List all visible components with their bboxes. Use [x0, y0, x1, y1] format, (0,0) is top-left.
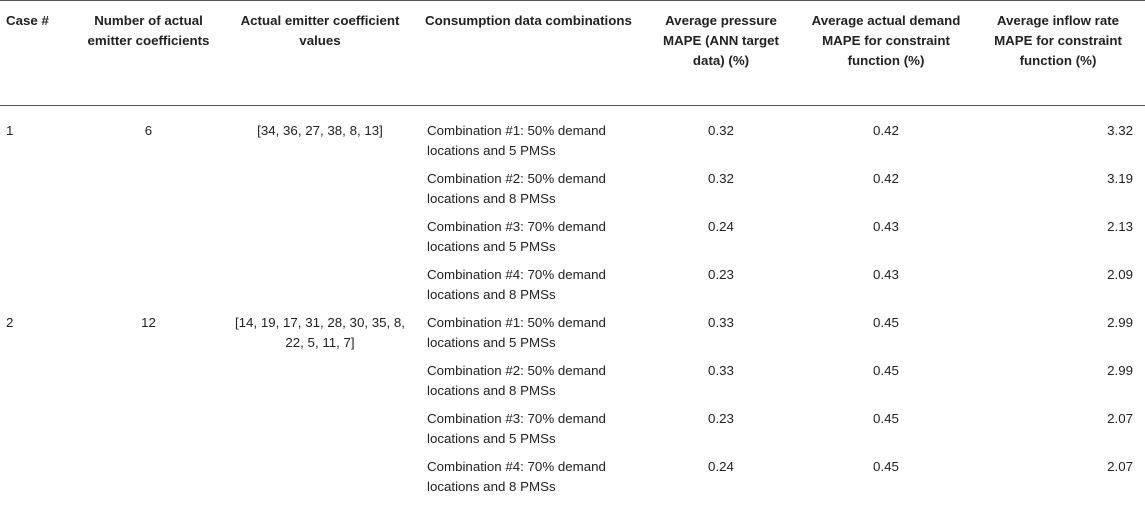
header-combinations: Consumption data combinations: [425, 13, 632, 28]
header-demand-mape: Average actual demand MAPE for constrain…: [811, 13, 961, 68]
combination-cell: Combination #4: 70% demand locations and…: [427, 458, 606, 494]
demand-mape: 0.43: [873, 266, 899, 282]
combination-cell: Combination #2: 50% demand locations and…: [427, 170, 606, 206]
demand-mape: 0.42: [873, 123, 899, 138]
case-number: 2: [6, 314, 14, 330]
header-row: Case # Number of actual emitter coeffici…: [0, 0, 1145, 106]
demand-mape: 0.42: [873, 170, 899, 186]
num-coefficients: 6: [144, 123, 153, 138]
combination-cell: Combination #4: 70% demand locations and…: [427, 266, 606, 302]
inflow-mape: 3.32: [1107, 123, 1133, 138]
demand-mape: 0.45: [873, 410, 899, 426]
combination-cell: Combination #1: 50% demand locations and…: [427, 314, 606, 350]
header-inflow-mape: Average inflow rate MAPE for constraint …: [994, 13, 1122, 68]
inflow-mape: 2.99: [1107, 314, 1133, 330]
table-row: Combination #3: 70% demand locations and…: [0, 409, 1145, 457]
pressure-mape: 0.24: [708, 458, 734, 474]
pressure-mape: 0.33: [708, 314, 734, 330]
combination-cell: Combination #2: 50% demand locations and…: [427, 362, 606, 398]
demand-mape: 0.45: [873, 362, 899, 378]
combination-cell: Combination #1: 50% demand locations and…: [427, 123, 606, 158]
num-coefficients: 12: [141, 314, 156, 330]
demand-mape: 0.43: [873, 218, 899, 234]
header-coefficient-values: Actual emitter coefficient values: [240, 13, 400, 48]
table-row: Combination #4: 70% demand locations and…: [0, 265, 1145, 313]
pressure-mape: 0.32: [708, 123, 734, 138]
pressure-mape: 0.24: [708, 218, 734, 234]
pressure-mape: 0.33: [708, 362, 734, 378]
table-body: 1 6 [34, 36, 27, 38, 8, 13] Combination …: [0, 106, 1145, 505]
pressure-mape: 0.32: [708, 170, 734, 186]
inflow-mape: 2.07: [1107, 458, 1133, 474]
table-row: Combination #2: 50% demand locations and…: [0, 361, 1145, 409]
coefficient-values: [14, 19, 17, 31, 28, 30, 35, 8, 22, 5, 1…: [234, 314, 406, 350]
combination-cell: Combination #3: 70% demand locations and…: [427, 218, 606, 254]
inflow-mape: 2.07: [1107, 410, 1133, 426]
header-num-coefficients: Number of actual emitter coefficients: [87, 13, 210, 48]
table-row: Combination #2: 50% demand locations and…: [0, 169, 1145, 217]
pressure-mape: 0.23: [708, 410, 734, 426]
inflow-mape: 2.99: [1107, 362, 1133, 378]
table-row: Combination #3: 70% demand locations and…: [0, 217, 1145, 265]
combination-cell: Combination #3: 70% demand locations and…: [427, 410, 606, 446]
demand-mape: 0.45: [873, 458, 899, 474]
inflow-mape: 2.09: [1107, 266, 1133, 282]
header-case: Case #: [6, 13, 49, 28]
header-pressure-mape: Average pressure MAPE (ANN target data) …: [663, 13, 779, 68]
table-row: 2 12 [14, 19, 17, 31, 28, 30, 35, 8, 22,…: [0, 313, 1145, 361]
demand-mape: 0.45: [873, 314, 899, 330]
table-row: Combination #4: 70% demand locations and…: [0, 457, 1145, 505]
table-row: 1 6 [34, 36, 27, 38, 8, 13] Combination …: [0, 106, 1145, 169]
table-header: Case # Number of actual emitter coeffici…: [0, 0, 1145, 106]
case-number: 1: [6, 123, 14, 138]
coefficient-values: [34, 36, 27, 38, 8, 13]: [257, 123, 383, 138]
inflow-mape: 3.19: [1107, 170, 1133, 186]
pressure-mape: 0.23: [708, 266, 734, 282]
inflow-mape: 2.13: [1107, 218, 1133, 234]
